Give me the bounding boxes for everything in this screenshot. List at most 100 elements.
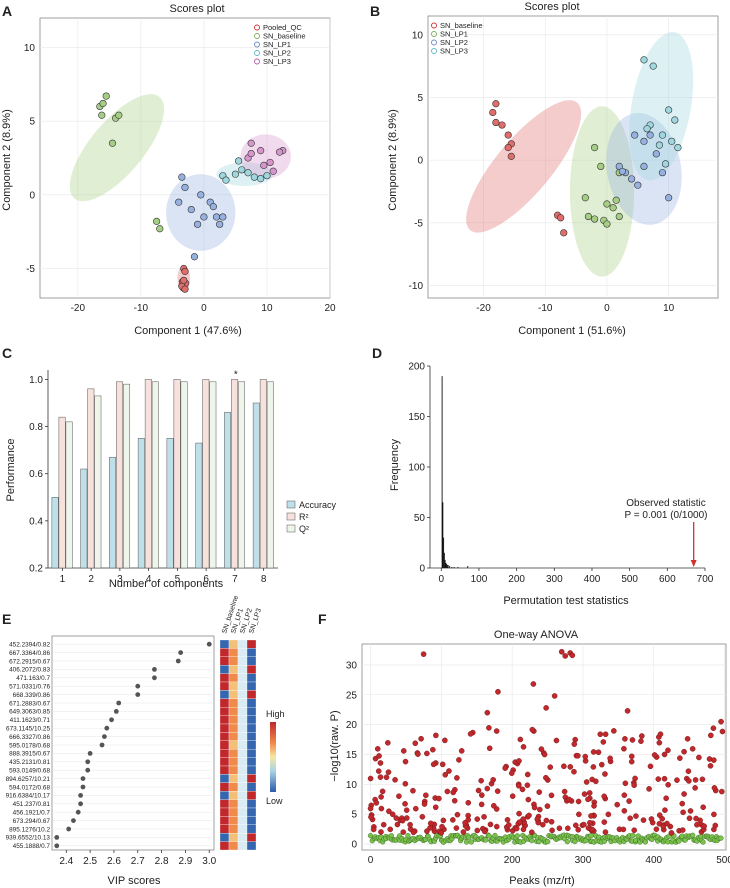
significant-peak bbox=[665, 781, 671, 788]
heatmap-cell bbox=[237, 698, 248, 708]
significant-peak bbox=[516, 810, 522, 817]
significant-peak bbox=[597, 731, 604, 738]
heatmap-cell bbox=[246, 639, 257, 649]
significant-peak bbox=[367, 775, 374, 782]
panel-b-title: Scores plot bbox=[524, 1, 579, 13]
score-point bbox=[257, 147, 265, 155]
significant-peak bbox=[502, 765, 508, 771]
significant-peak bbox=[566, 796, 572, 803]
feature-label: 667.3364/0.86 bbox=[9, 650, 50, 657]
significant-peak bbox=[453, 825, 460, 831]
significant-peak bbox=[602, 731, 609, 738]
non-significant-peak bbox=[529, 837, 535, 844]
histogram-bar bbox=[457, 566, 459, 568]
significant-peak bbox=[556, 825, 563, 832]
y-tick-label: -10 bbox=[409, 281, 424, 292]
score-point bbox=[504, 144, 512, 152]
x-tick-label: 300 bbox=[546, 574, 563, 585]
x-tick-label: 2.7 bbox=[131, 856, 145, 867]
non-significant-peak bbox=[545, 838, 551, 845]
heatmap-cell bbox=[228, 740, 239, 750]
heatmap-cell bbox=[219, 765, 230, 775]
significant-peak bbox=[581, 821, 587, 828]
significant-peak bbox=[585, 796, 591, 803]
significant-peak bbox=[561, 763, 567, 770]
significant-peak bbox=[621, 745, 627, 752]
heatmap-cell bbox=[228, 681, 239, 691]
y-tick-label: 0.2 bbox=[29, 564, 43, 575]
heatmap-cell bbox=[246, 715, 257, 725]
significant-peak bbox=[376, 753, 382, 759]
best-component-marker: * bbox=[234, 369, 238, 380]
heatmap-cell bbox=[246, 673, 257, 683]
y-tick-label: 0.4 bbox=[29, 516, 43, 527]
feature-label: 673.1145/10.25 bbox=[6, 726, 50, 733]
panel-c-y-label: Performance bbox=[5, 439, 17, 502]
score-point bbox=[231, 170, 240, 178]
panel-a-title: Scores plot bbox=[169, 3, 224, 15]
heatmap-cell bbox=[228, 765, 239, 775]
heatmap-cell bbox=[237, 740, 248, 750]
significant-peak bbox=[656, 812, 663, 818]
significant-peak bbox=[595, 749, 602, 756]
feature-label: 673.294/0.67 bbox=[13, 818, 51, 825]
significant-peak bbox=[587, 819, 593, 826]
non-significant-peak bbox=[700, 839, 706, 845]
x-tick-label: 2.5 bbox=[83, 856, 97, 867]
significant-peak bbox=[400, 829, 407, 835]
significant-peak bbox=[646, 786, 652, 792]
heatmap-cell bbox=[246, 791, 257, 800]
bar-r2 bbox=[259, 379, 267, 569]
significant-peak bbox=[385, 769, 392, 775]
panel-e-letter: E bbox=[2, 611, 11, 627]
heatmap-cell bbox=[228, 723, 239, 733]
significant-peak bbox=[504, 817, 511, 823]
heatmap-cell bbox=[219, 816, 230, 825]
score-point bbox=[175, 198, 183, 206]
x-tick-label: 500 bbox=[716, 855, 730, 866]
score-point bbox=[628, 175, 636, 183]
histogram-bar bbox=[446, 563, 448, 568]
heatmap-cell bbox=[228, 799, 239, 809]
panel-f-y-label: −log10(raw. P) bbox=[329, 710, 341, 781]
significant-peak bbox=[418, 735, 424, 742]
legend-label: SN_LP2 bbox=[263, 49, 291, 58]
vip-point bbox=[135, 683, 141, 689]
significant-peak bbox=[689, 746, 696, 752]
heatmap-cell bbox=[219, 690, 230, 699]
non-significant-peak bbox=[492, 832, 498, 839]
bar-accuracy bbox=[137, 438, 145, 569]
score-point bbox=[640, 56, 648, 64]
score-point bbox=[200, 213, 208, 221]
histogram-bar bbox=[446, 564, 448, 568]
heatmap-cell bbox=[228, 757, 239, 767]
feature-label: 471.163/0.7 bbox=[16, 675, 50, 682]
panel-b: B Scores plot -20 -10 0 10 -10 -5 0 5 10 Compon… bbox=[370, 1, 719, 337]
histogram-bar bbox=[447, 564, 449, 568]
significant-peak bbox=[520, 744, 527, 750]
significant-peak bbox=[696, 754, 702, 761]
heatmap-cell bbox=[237, 782, 248, 792]
heatmap-cell bbox=[246, 782, 257, 792]
vip-heatmap bbox=[219, 639, 257, 851]
x-tick-label: 1 bbox=[60, 574, 66, 585]
x-tick-label: -20 bbox=[71, 303, 86, 314]
panel-a-x-ticks: -20 -10 0 10 20 bbox=[71, 303, 336, 314]
x-tick-label: 2.6 bbox=[107, 856, 121, 867]
significant-peak bbox=[484, 785, 491, 792]
panel-d-letter: D bbox=[372, 345, 382, 361]
heatmap-cell bbox=[246, 824, 257, 834]
score-point bbox=[98, 111, 106, 119]
significant-peak bbox=[379, 788, 386, 795]
legend-label: SN_baseline bbox=[263, 32, 306, 41]
significant-peak bbox=[627, 815, 633, 822]
panel-a-x-label: Component 1 (47.6%) bbox=[134, 325, 242, 337]
significant-peak bbox=[719, 728, 726, 735]
feature-label: 671.2883/0.67 bbox=[9, 700, 50, 707]
panel-f-title: One-way ANOVA bbox=[494, 629, 579, 641]
significant-peak bbox=[665, 747, 671, 754]
histogram-bar bbox=[467, 565, 469, 568]
score-point bbox=[247, 149, 255, 158]
significant-peak bbox=[412, 805, 419, 812]
panel-b-points bbox=[489, 56, 682, 237]
